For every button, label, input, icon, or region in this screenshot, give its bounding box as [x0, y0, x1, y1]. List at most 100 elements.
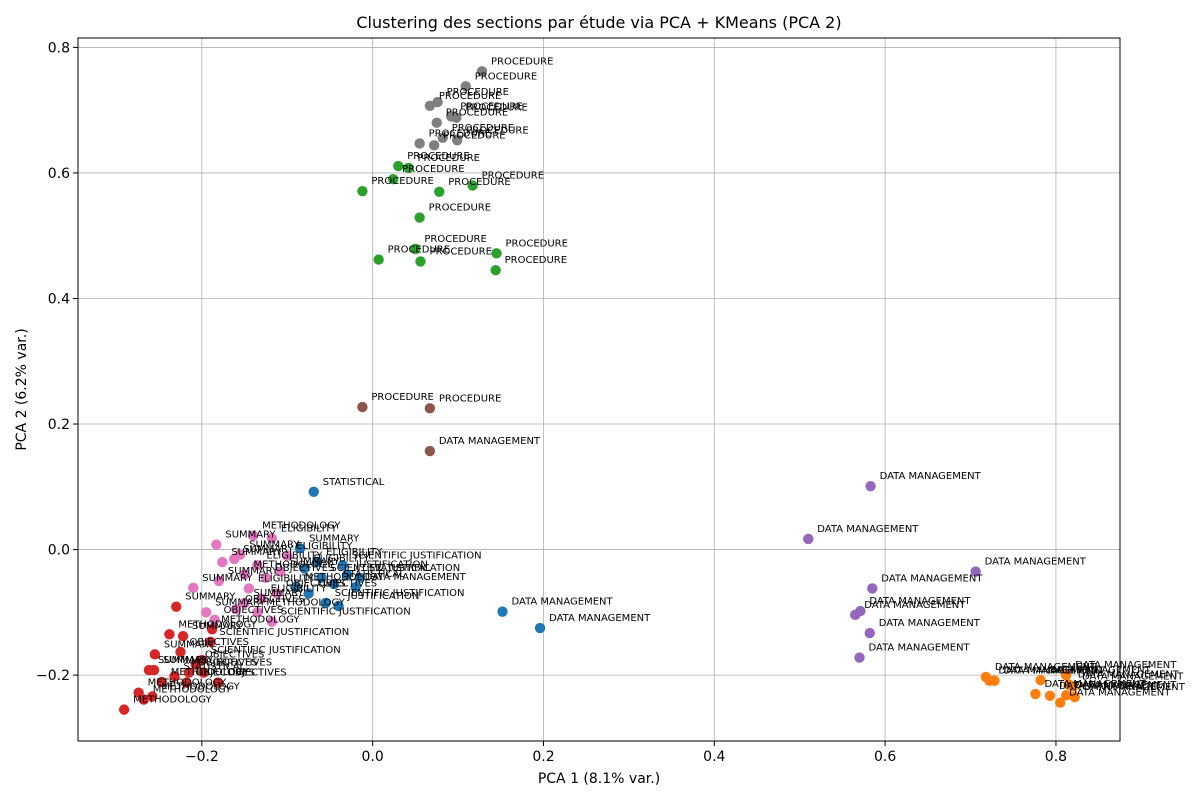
point-label: DATA MANAGEMENT	[1059, 681, 1161, 692]
point-label: SUMMARY	[309, 533, 360, 544]
point-label: METHODOLOGY	[266, 597, 345, 608]
point-label: PROCEDURE	[407, 151, 469, 162]
point-label: PROCEDURE	[491, 56, 553, 67]
point-label: METHODOLOGY	[178, 619, 257, 630]
scatter-point	[424, 403, 436, 414]
point-label: PROCEDURE	[505, 255, 567, 266]
scatter-point	[181, 677, 192, 688]
scatter-point	[230, 603, 242, 615]
point-label: OBJECTIVES	[205, 649, 265, 660]
scatter-point	[188, 582, 199, 594]
data-labels: PROCEDUREPROCEDUREPROCEDUREPROCEDUREPROC…	[133, 56, 1186, 705]
point-label: OBJECTIVES	[195, 668, 255, 679]
scatter-point	[290, 582, 301, 593]
grid	[78, 38, 1120, 741]
scatter-point	[190, 659, 202, 670]
y-tick-label: 0.0	[48, 543, 70, 559]
scatter-point	[1030, 688, 1041, 700]
point-label: PROCEDURE	[439, 91, 501, 102]
scatter-point	[206, 624, 218, 635]
scatter-point	[243, 583, 255, 594]
point-label: PROCEDURE	[475, 71, 537, 82]
point-label: OBJECTIVES	[318, 578, 378, 589]
scatter-point	[282, 550, 293, 562]
point-label: OBJECTIVES	[189, 637, 249, 648]
y-axis-title: PCA 2 (6.2% var.)	[14, 328, 30, 450]
point-label: DATA MANAGEMENT	[1003, 666, 1105, 677]
scatter-point	[350, 582, 361, 593]
point-label: OBJECTIVES	[224, 605, 284, 616]
scatter-point	[415, 256, 426, 267]
point-label: OBJECTIVES	[286, 578, 346, 589]
scatter-point	[148, 664, 160, 676]
point-label: SUMMARY	[202, 573, 253, 584]
scatter-point	[803, 533, 814, 545]
scatter-point	[169, 671, 180, 682]
scatter-point	[329, 578, 340, 590]
scatter-point	[183, 667, 195, 678]
point-label: PROCEDURE	[388, 245, 450, 256]
point-label: METHODOLOGY	[171, 667, 250, 678]
point-label: DATA MANAGEMENT	[1082, 671, 1184, 682]
point-label: PROCEDURE	[452, 123, 514, 134]
scatter-point	[177, 630, 189, 642]
point-label: METHODOLOGY	[161, 681, 240, 692]
point-label: PROCEDURE	[424, 234, 486, 245]
scatter-point	[357, 185, 368, 197]
x-tick-label: 0.4	[703, 749, 725, 765]
scatter-point	[1055, 697, 1066, 708]
x-tick-label: 0.8	[1045, 749, 1067, 765]
chart-title: Clustering des sections par étude via PC…	[356, 13, 841, 32]
scatter-point	[266, 533, 278, 544]
y-tick-label: 0.2	[48, 417, 70, 433]
scatter-point	[156, 676, 167, 688]
point-label: SUMMARY	[228, 566, 279, 577]
scatter-point	[205, 636, 216, 648]
point-label: PROCEDURE	[466, 125, 528, 136]
scatter-point	[432, 96, 443, 108]
scatter-point	[147, 691, 158, 702]
point-label: PROCEDURE	[506, 238, 568, 249]
scatter-point	[239, 597, 250, 609]
scatter-point	[171, 601, 182, 612]
point-label: OBJECTIVES	[198, 658, 258, 669]
scatter-point	[247, 530, 259, 541]
point-label: SUMMARY	[254, 588, 305, 599]
point-label: DATA MANAGEMENT	[881, 573, 983, 584]
point-label: OBJECTIVES	[213, 658, 273, 669]
scatter-point	[865, 480, 876, 492]
scatter-point	[476, 66, 488, 77]
scatter-point	[403, 162, 414, 174]
x-tick-label: 0.6	[874, 749, 896, 765]
scatter-point	[460, 81, 471, 92]
point-label: PROCEDURE	[429, 246, 491, 257]
point-label: DATA MANAGEMENT	[511, 597, 613, 608]
point-label: STATISTICAL	[343, 569, 405, 580]
scatter-point	[373, 254, 384, 265]
point-label: PROCEDURE	[465, 103, 527, 114]
point-label: DATA MANAGEMENT	[864, 600, 966, 611]
scatter-point	[308, 486, 319, 498]
point-label: DATA MANAGEMENT	[985, 557, 1087, 568]
point-label: PROCEDURE	[446, 108, 508, 119]
scatter-point	[467, 180, 478, 191]
point-label: METHODOLOGY	[262, 521, 341, 532]
scatter-point	[211, 539, 222, 550]
scatter-point	[414, 138, 425, 149]
scatter-point	[864, 627, 875, 639]
scatter-point	[867, 583, 878, 594]
point-label: PROCEDURE	[371, 176, 433, 187]
point-label: OBJECTIVES	[227, 668, 287, 679]
point-label: DATA MANAGEMENT	[549, 613, 651, 624]
scatter-point	[431, 117, 442, 128]
point-label: SUMMARY	[231, 547, 282, 558]
point-label: DATA MANAGEMENT	[869, 596, 971, 607]
point-label: DATA MANAGEMENT	[1078, 670, 1180, 681]
point-label: SUMMARY	[158, 655, 209, 666]
scatter-point	[437, 132, 448, 144]
y-tick-label: 0.8	[48, 40, 70, 56]
point-label: JUSTIFICATION	[347, 591, 420, 602]
scatter-point	[320, 597, 331, 609]
scatter-point	[299, 563, 310, 574]
